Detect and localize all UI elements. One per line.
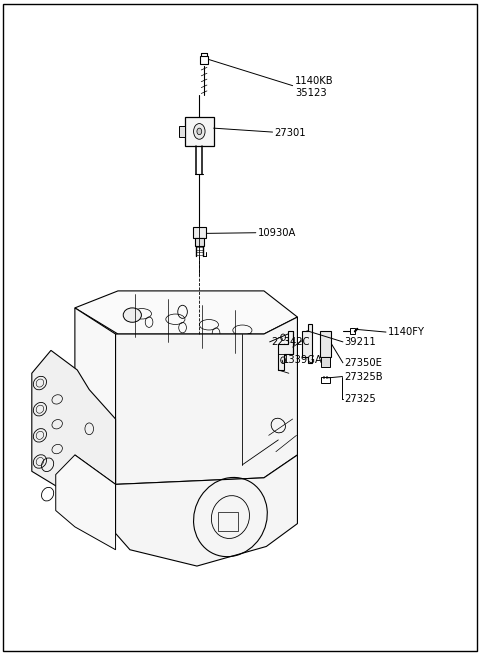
Text: 10930A: 10930A bbox=[258, 228, 297, 238]
Text: 27301: 27301 bbox=[275, 128, 306, 138]
Polygon shape bbox=[278, 331, 293, 370]
Text: 39211: 39211 bbox=[344, 337, 376, 347]
Bar bbox=[193, 227, 205, 238]
Bar bbox=[322, 377, 330, 383]
Polygon shape bbox=[116, 317, 298, 484]
Bar bbox=[195, 238, 204, 246]
Text: 1140FY: 1140FY bbox=[387, 327, 424, 337]
Ellipse shape bbox=[123, 308, 142, 322]
Bar bbox=[185, 117, 214, 146]
Polygon shape bbox=[75, 308, 116, 484]
Text: 27325B: 27325B bbox=[344, 371, 383, 381]
Text: 27350E: 27350E bbox=[344, 358, 382, 368]
Circle shape bbox=[197, 128, 202, 135]
Polygon shape bbox=[116, 455, 298, 566]
Bar bbox=[179, 126, 185, 137]
Text: 27325: 27325 bbox=[344, 394, 376, 404]
Bar bbox=[322, 357, 330, 367]
Circle shape bbox=[193, 124, 205, 140]
Polygon shape bbox=[32, 350, 116, 497]
Text: 22342C: 22342C bbox=[271, 337, 310, 347]
Polygon shape bbox=[56, 455, 116, 550]
Text: 1339GA: 1339GA bbox=[283, 355, 323, 365]
Bar bbox=[218, 512, 238, 531]
Polygon shape bbox=[75, 291, 298, 334]
Text: 1140KB
35123: 1140KB 35123 bbox=[295, 76, 334, 98]
Bar bbox=[200, 56, 208, 64]
Bar bbox=[350, 328, 355, 334]
Polygon shape bbox=[302, 324, 312, 364]
Bar bbox=[320, 331, 331, 357]
